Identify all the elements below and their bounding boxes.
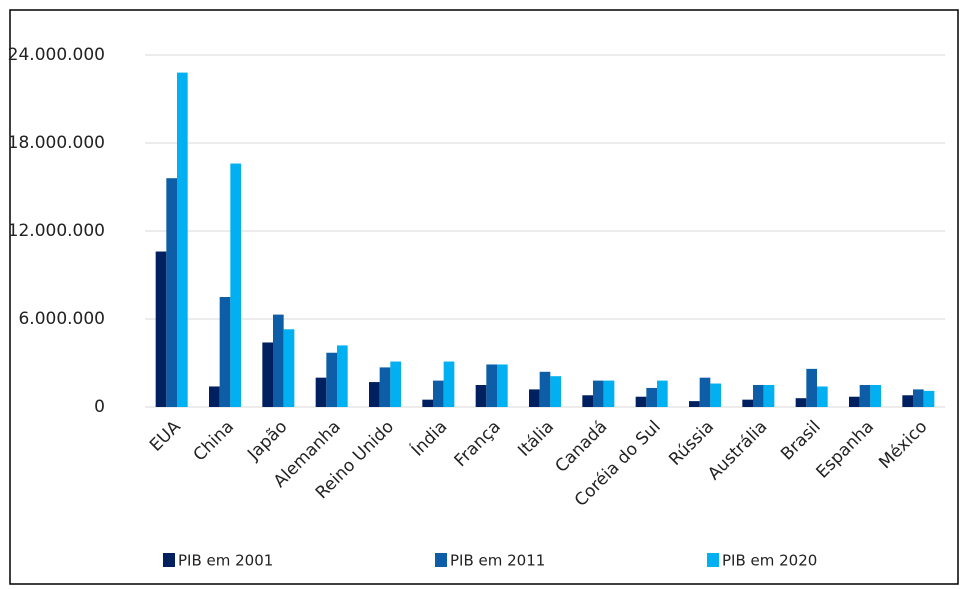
bar: [550, 376, 561, 407]
legend-swatch: [435, 553, 447, 567]
bar: [689, 401, 700, 407]
bar: [390, 361, 401, 407]
y-tick-label: 0: [94, 397, 105, 417]
bar: [859, 385, 871, 407]
bar: [699, 377, 711, 407]
bar: [486, 364, 497, 407]
bar: [315, 377, 327, 407]
bar: [209, 386, 220, 407]
bar: [753, 385, 764, 407]
legend-swatch: [707, 553, 719, 567]
bar: [923, 390, 935, 407]
bar: [870, 385, 881, 407]
bar: [902, 395, 913, 407]
bar: [635, 396, 647, 407]
bar: [283, 329, 295, 407]
bar: [913, 389, 924, 407]
bar: [379, 367, 391, 407]
bar: [155, 251, 167, 407]
legend-label: PIB em 2001: [178, 552, 273, 570]
bar: [795, 398, 807, 407]
bar: [337, 345, 348, 407]
bar: [262, 342, 273, 407]
y-tick-label: 12.000.000: [8, 221, 105, 241]
bar: [742, 399, 753, 407]
bar: [230, 163, 241, 407]
bar: [806, 368, 817, 407]
legend-label: PIB em 2020: [722, 552, 817, 570]
bar: [475, 385, 487, 407]
bar: [593, 380, 604, 407]
bar: [326, 352, 337, 407]
bar: [177, 72, 188, 407]
chart-frame: [9, 9, 959, 585]
bar: [497, 364, 508, 407]
bar: [763, 385, 775, 407]
bar: [582, 395, 593, 407]
bar: [433, 380, 444, 407]
bar: [817, 386, 828, 407]
bar: [646, 387, 657, 407]
bar: [369, 382, 380, 407]
bar: [849, 396, 860, 407]
legend-label: PIB em 2011: [450, 552, 545, 570]
bar: [219, 297, 231, 407]
bar: [443, 361, 455, 407]
y-tick-label: 6.000.000: [18, 309, 105, 329]
bar: [422, 399, 433, 407]
bar: [539, 371, 551, 407]
legend-swatch: [163, 553, 175, 567]
bar: [657, 380, 668, 407]
bar: [529, 389, 540, 407]
y-tick-label: 18.000.000: [8, 133, 105, 153]
bar: [710, 383, 721, 407]
bar: [603, 380, 615, 407]
bar: [166, 178, 177, 407]
y-tick-label: 24.000.000: [8, 45, 105, 65]
bar: [273, 314, 284, 407]
